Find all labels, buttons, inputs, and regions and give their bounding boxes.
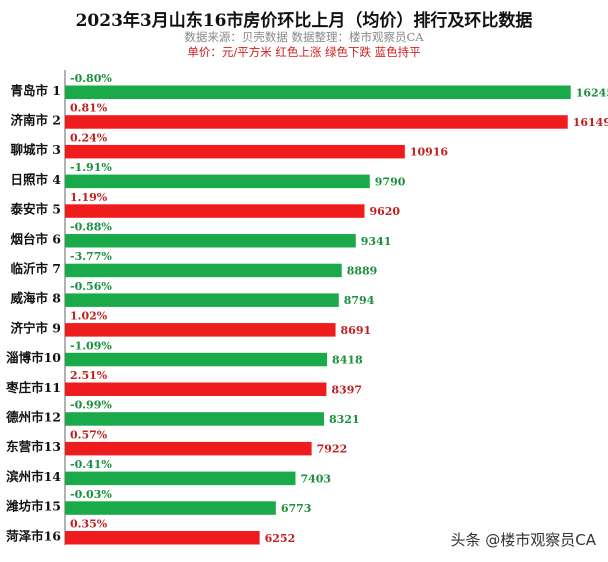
- value-label: 10916: [410, 146, 449, 159]
- value-label: 8397: [331, 383, 362, 396]
- change-label: 0.57%: [70, 428, 108, 441]
- bar: [65, 382, 327, 396]
- value-label: 9341: [361, 235, 392, 248]
- data-source-note: 数据来源：贝壳数据 数据整理：楼市观察员CA: [184, 30, 424, 44]
- category-label: 东营市13: [6, 439, 61, 454]
- value-label: 6773: [281, 502, 312, 515]
- change-label: -1.91%: [70, 161, 112, 174]
- bar: [65, 263, 342, 278]
- change-label: 2.51%: [70, 369, 108, 382]
- value-label: 9620: [369, 205, 400, 218]
- category-label: 枣庄市11: [5, 380, 61, 395]
- value-label: 9790: [375, 175, 406, 188]
- bar: [65, 323, 336, 337]
- category-label: 潍坊市15: [5, 499, 61, 514]
- change-label: 0.81%: [70, 102, 108, 115]
- bar: [65, 174, 370, 189]
- change-label: 0.24%: [70, 131, 108, 144]
- value-label: 16245: [576, 86, 608, 99]
- category-label: 济南市 2: [10, 112, 61, 127]
- unit-legend-note: 单价：元/平方米 红色上涨 绿色下跌 蓝色持平: [187, 45, 421, 59]
- bar: [65, 115, 568, 129]
- value-label: 16149: [573, 116, 608, 129]
- change-label: -3.77%: [70, 250, 112, 263]
- change-label: -0.99%: [70, 399, 112, 412]
- category-label: 聊城市 3: [10, 142, 61, 157]
- change-label: -1.09%: [70, 339, 112, 352]
- chart-title: 2023年3月山东16市房价环比上月（均价）排行及环比数据: [75, 11, 533, 31]
- bar: [65, 441, 312, 456]
- category-label: 济宁市 9: [10, 320, 61, 335]
- category-label: 临沂市 7: [10, 261, 61, 276]
- value-label: 8889: [347, 264, 378, 277]
- change-label: -0.80%: [70, 72, 112, 85]
- category-label: 淄博市10: [6, 350, 61, 365]
- change-label: -0.88%: [70, 221, 112, 234]
- change-label: 1.19%: [70, 191, 108, 204]
- bar: [65, 352, 328, 367]
- bar: [65, 293, 339, 307]
- value-label: 7403: [300, 472, 331, 485]
- change-label: 1.02%: [70, 310, 108, 323]
- bar: [65, 144, 405, 159]
- category-label: 菏泽市16: [6, 528, 61, 543]
- category-label: 德州市12: [6, 409, 61, 424]
- bar: [65, 501, 276, 515]
- category-label: 泰安市 5: [9, 202, 61, 217]
- category-label: 日照市 4: [10, 172, 61, 187]
- value-label: 8418: [332, 354, 363, 367]
- value-label: 8794: [344, 294, 375, 307]
- bar: [65, 204, 365, 218]
- category-label: 烟台市 6: [10, 231, 61, 246]
- value-label: 7922: [317, 443, 348, 456]
- category-label: 滨州市14: [6, 469, 61, 484]
- bar: [65, 85, 571, 99]
- value-label: 8321: [329, 413, 360, 426]
- value-label: 6252: [265, 532, 296, 545]
- bar: [65, 412, 325, 426]
- change-label: -0.03%: [70, 488, 112, 501]
- change-label: -0.56%: [70, 280, 112, 293]
- bar: [65, 531, 260, 545]
- change-label: 0.35%: [70, 518, 108, 531]
- bar: [65, 471, 296, 486]
- watermark: 头条 @楼市观察员CA: [450, 531, 596, 549]
- change-label: -0.41%: [70, 458, 112, 471]
- bar: [65, 234, 356, 248]
- category-label: 威海市 8: [10, 291, 61, 306]
- value-label: 8691: [341, 324, 372, 337]
- category-label: 青岛市 1: [10, 83, 61, 98]
